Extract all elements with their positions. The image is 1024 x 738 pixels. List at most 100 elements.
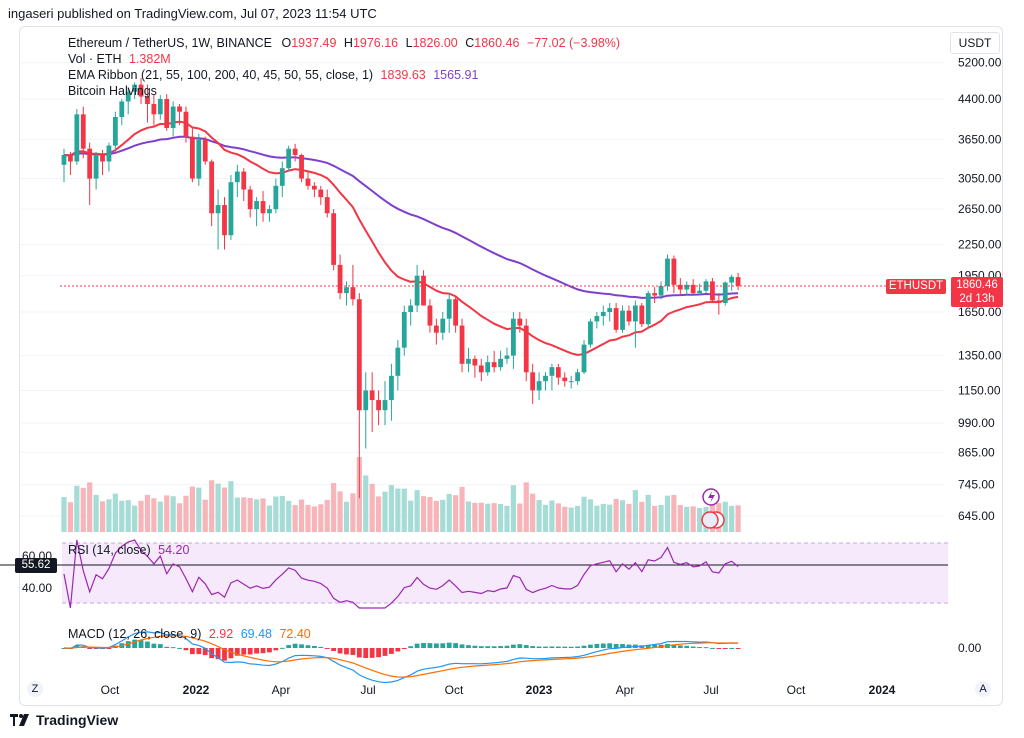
rsi-band [62, 543, 948, 603]
candle-body [267, 209, 272, 214]
volume-bar [632, 490, 638, 532]
auto-scale-button[interactable]: A [975, 681, 991, 697]
macd-hist-bar [645, 644, 651, 648]
tradingview-logo[interactable]: TradingView [10, 712, 118, 728]
macd-signal-line [63, 635, 739, 678]
price-tag-countdown: 2d 13h [959, 293, 995, 305]
candle-body [414, 275, 420, 306]
close-value: 1860.46 [474, 36, 520, 50]
candle-body [588, 321, 593, 345]
candle-body [61, 154, 67, 165]
candle-body [209, 161, 215, 214]
volume-bar [581, 496, 587, 532]
volume-label[interactable]: Vol · ETH [68, 52, 122, 66]
macd-hist-bar [389, 648, 394, 654]
legend-halvings-line[interactable]: Bitcoin Halvings [68, 84, 157, 98]
volume-bar [183, 495, 189, 532]
volume-bar [273, 496, 279, 532]
symbol-title[interactable]: Ethereum / TetherUS, 1W, BINANCE [68, 36, 273, 50]
macd-legend: MACD (12, 26, close, 9) 2.92 69.48 72.40 [68, 627, 311, 641]
macd-hist-bar [620, 644, 625, 648]
candle-body [247, 189, 253, 210]
macd-hist-bar [421, 642, 426, 648]
volume-bar [99, 501, 106, 532]
macd-hist-bar [485, 646, 491, 648]
time-tick-label: Apr [616, 683, 635, 697]
candle-body [376, 400, 381, 411]
candle-body [549, 367, 555, 376]
macd-hist-bar [363, 648, 369, 659]
volume-bar [600, 503, 606, 532]
macd-hist-bar [164, 646, 170, 648]
published-header: ingaseri published on TradingView.com, J… [8, 6, 377, 21]
candle-body [241, 171, 247, 190]
candle-body [157, 99, 163, 115]
macd-hist-bar [215, 648, 221, 660]
candle-body [517, 318, 523, 326]
macd-hist-bar [318, 646, 324, 648]
macd-hist-bar [472, 645, 478, 648]
macd-zero-label: 0.00 [958, 641, 982, 655]
volume-bar [132, 505, 138, 532]
candle-body [562, 377, 568, 382]
candle-body [710, 281, 715, 301]
macd-hist-bar [722, 648, 728, 649]
candle-body [600, 312, 606, 316]
volume-bar [536, 499, 542, 532]
volume-bar [664, 495, 671, 532]
volume-bar [491, 503, 497, 532]
volume-bars [61, 457, 741, 532]
candle-body [138, 84, 144, 97]
macd-hist-bar [350, 648, 356, 655]
macd-hist-bar [459, 644, 465, 648]
macd-hist-bar [260, 648, 266, 654]
rsi-label[interactable]: RSI (14, close) [68, 543, 151, 557]
close-label: C [465, 36, 475, 50]
ema-value-2: 1565.91 [433, 68, 479, 82]
zoom-button[interactable]: Z [27, 681, 43, 697]
price-tick-label: 1150.00 [958, 383, 1001, 397]
currency-button[interactable]: USDT [950, 32, 1000, 54]
rsi-level-label: 40.00 [22, 581, 52, 595]
candle-body [658, 285, 664, 296]
volume-bar [530, 493, 536, 532]
volume-bar [151, 498, 157, 532]
price-tick-label: 2650.00 [958, 202, 1002, 216]
candle-body [671, 258, 677, 285]
volume-bar [594, 505, 600, 532]
candle-body [568, 381, 574, 383]
macd-label[interactable]: MACD (12, 26, close, 9) [68, 627, 202, 641]
ema-slow-line [63, 135, 739, 299]
volume-bar [157, 501, 163, 532]
macd-hist-bar [504, 645, 510, 648]
volume-bar [67, 502, 74, 532]
candle-body [331, 213, 337, 265]
volume-bar [189, 486, 195, 532]
macd-hist-bar [273, 648, 279, 651]
candle-body [234, 171, 240, 183]
volume-bar [260, 498, 266, 532]
volume-bar [485, 503, 491, 532]
macd-hist-bar [222, 648, 227, 661]
macd-hist-bar [344, 648, 349, 655]
macd-hist-bar [652, 644, 658, 648]
time-tick-label: 2022 [183, 683, 210, 697]
volume-bar [228, 481, 234, 532]
macd-hist-bar [132, 639, 138, 648]
ema-label[interactable]: EMA Ribbon (21, 55, 100, 200, 40, 45, 50… [68, 68, 374, 82]
candle-body [190, 136, 195, 179]
volume-bar [144, 494, 151, 532]
high-label: H [343, 36, 353, 50]
volume-bar [87, 482, 93, 532]
candle-body [511, 318, 516, 356]
macd-signal-value: 72.40 [279, 627, 311, 641]
volume-bar [254, 499, 260, 532]
volume-bar [106, 499, 112, 532]
candle-body [421, 275, 426, 306]
macd-hist-bar [408, 646, 414, 648]
candle-body [202, 139, 208, 162]
halvings-label[interactable]: Bitcoin Halvings [68, 84, 157, 98]
candle-body [106, 145, 112, 162]
candle-body [260, 201, 266, 214]
